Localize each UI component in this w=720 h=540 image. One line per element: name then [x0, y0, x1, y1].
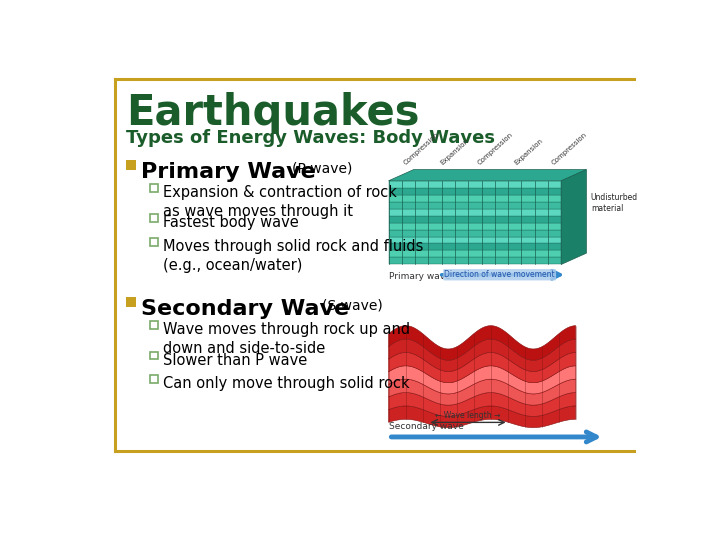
- Bar: [389, 258, 562, 265]
- Polygon shape: [389, 406, 576, 428]
- Text: Compression: Compression: [402, 131, 440, 166]
- Text: Compression: Compression: [477, 131, 514, 166]
- Text: Direction of wave movement: Direction of wave movement: [444, 271, 555, 279]
- Text: ← Wave length →: ← Wave length →: [436, 411, 500, 420]
- Text: Expansion & contraction of rock
as wave moves through it: Expansion & contraction of rock as wave …: [163, 185, 397, 219]
- Bar: [389, 208, 562, 215]
- Text: Moves through solid rock and fluids
(e.g., ocean/water): Moves through solid rock and fluids (e.g…: [163, 239, 423, 273]
- Bar: [150, 375, 158, 383]
- Text: Types of Energy Waves: Body Waves: Types of Energy Waves: Body Waves: [126, 129, 495, 147]
- Text: (P wave): (P wave): [292, 161, 352, 176]
- Text: Slower than P wave: Slower than P wave: [163, 353, 307, 368]
- Text: Primary wave: Primary wave: [389, 272, 450, 281]
- Text: Secondary wave: Secondary wave: [389, 422, 463, 431]
- Bar: [389, 251, 562, 258]
- Bar: [389, 215, 562, 222]
- Bar: [389, 244, 562, 251]
- Text: Undisturbed
material: Undisturbed material: [591, 193, 638, 213]
- Polygon shape: [389, 353, 576, 383]
- Text: Secondary Wave: Secondary Wave: [141, 299, 349, 319]
- Polygon shape: [389, 393, 576, 416]
- Bar: [150, 352, 158, 359]
- Bar: [389, 195, 562, 202]
- Bar: [389, 181, 562, 188]
- Text: Wave moves through rock up and
down and side-to-side: Wave moves through rock up and down and …: [163, 322, 410, 356]
- Bar: [389, 202, 562, 208]
- Polygon shape: [562, 170, 586, 265]
- Bar: [389, 237, 562, 244]
- Text: Earthquakes: Earthquakes: [126, 92, 420, 134]
- Text: Compression: Compression: [550, 131, 588, 166]
- Bar: [150, 238, 158, 246]
- Bar: [389, 230, 562, 237]
- Text: Expansion: Expansion: [439, 137, 470, 166]
- Bar: [126, 160, 136, 170]
- Bar: [389, 222, 562, 230]
- Polygon shape: [389, 366, 576, 394]
- Bar: [150, 214, 158, 222]
- Text: Can only move through solid rock: Can only move through solid rock: [163, 376, 409, 392]
- Polygon shape: [389, 379, 576, 405]
- Bar: [150, 184, 158, 192]
- Polygon shape: [389, 170, 586, 181]
- Polygon shape: [389, 326, 576, 360]
- Text: (S wave): (S wave): [322, 299, 382, 313]
- Text: Primary Wave: Primary Wave: [141, 161, 316, 181]
- Polygon shape: [389, 339, 576, 372]
- Bar: [126, 297, 136, 307]
- Text: Fastest body wave: Fastest body wave: [163, 215, 298, 231]
- Bar: [150, 321, 158, 329]
- Bar: [389, 188, 562, 195]
- Text: Expansion: Expansion: [513, 137, 544, 166]
